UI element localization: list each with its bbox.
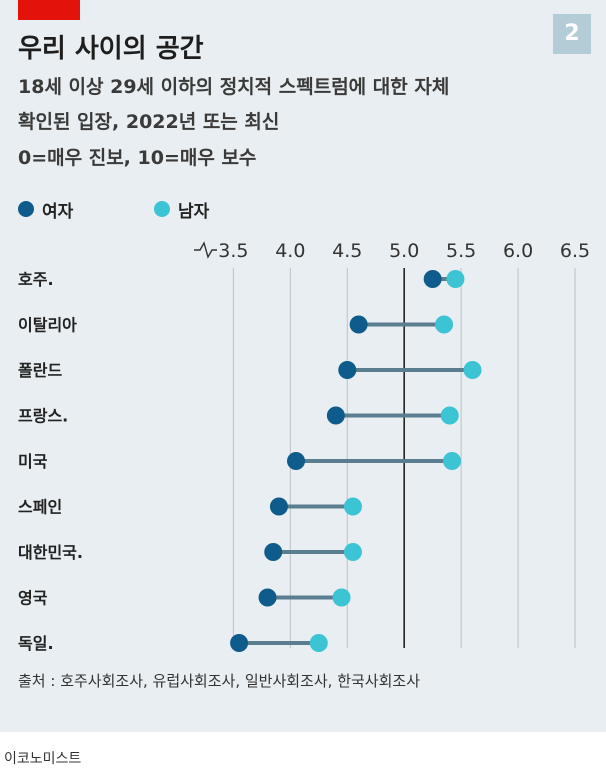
x-tick-label: 6.0	[503, 240, 533, 262]
category-label: 이탈리아	[18, 316, 77, 335]
women-point	[230, 634, 249, 652]
men-point	[440, 406, 459, 425]
legend-item-women: 여자	[18, 196, 73, 222]
women-point	[338, 361, 357, 379]
category-label: 호주.	[18, 270, 54, 289]
men-point	[332, 588, 351, 607]
category-label: 영국	[18, 589, 48, 608]
men-point	[435, 315, 454, 334]
legend: 여자 남자	[18, 196, 318, 222]
subtitle-line-1: 18세 이상 29세 이하의 정치적 스펙트럼에 대한 자체	[18, 76, 450, 98]
footer	[0, 732, 606, 774]
women-point	[287, 452, 306, 470]
x-tick-label: 3.5	[218, 240, 248, 262]
women-point	[326, 406, 345, 425]
category-label: 미국	[18, 452, 48, 471]
x-tick-label: 4.0	[275, 240, 305, 262]
women-point	[269, 497, 288, 516]
legend-item-men: 남자	[154, 196, 209, 222]
category-label: 프랑스.	[18, 407, 68, 426]
legend-dot-women	[18, 201, 34, 217]
legend-dot-men	[154, 201, 170, 217]
chart-number-badge: 2	[553, 14, 591, 54]
subtitle-line-3: 0=매우 진보, 10=매우 보수	[18, 147, 257, 169]
men-point	[309, 634, 328, 652]
red-accent-tab	[18, 0, 80, 20]
category-label: 폴란드	[18, 361, 62, 380]
x-tick-label: 6.5	[560, 240, 590, 262]
source-note: 출처 : 호주사회조사, 유럽사회조사, 일반사회조사, 한국사회조사	[18, 672, 421, 690]
men-point	[443, 452, 462, 470]
men-point	[343, 497, 362, 516]
legend-label-men: 남자	[178, 201, 210, 222]
category-label: 스페인	[18, 498, 62, 517]
men-point	[463, 361, 482, 379]
women-point	[264, 543, 283, 561]
men-point	[446, 270, 465, 288]
subtitle-line-2: 확인된 입장, 2022년 또는 최신	[18, 111, 280, 133]
category-label: 대한민국.	[18, 543, 83, 562]
women-point	[423, 270, 442, 288]
chart-title: 우리 사이의 공간	[18, 34, 204, 64]
axis-break-icon	[194, 241, 217, 259]
x-tick-label: 5.5	[446, 240, 476, 262]
legend-label-women: 여자	[42, 201, 74, 222]
x-tick-label: 5.0	[389, 240, 419, 262]
women-point	[258, 588, 277, 607]
chart-card	[0, 0, 606, 732]
x-tick-label: 4.5	[332, 240, 362, 262]
brand-label: 이코노미스트	[4, 751, 82, 767]
women-point	[349, 315, 368, 334]
category-label: 독일.	[18, 634, 54, 653]
men-point	[343, 543, 362, 561]
